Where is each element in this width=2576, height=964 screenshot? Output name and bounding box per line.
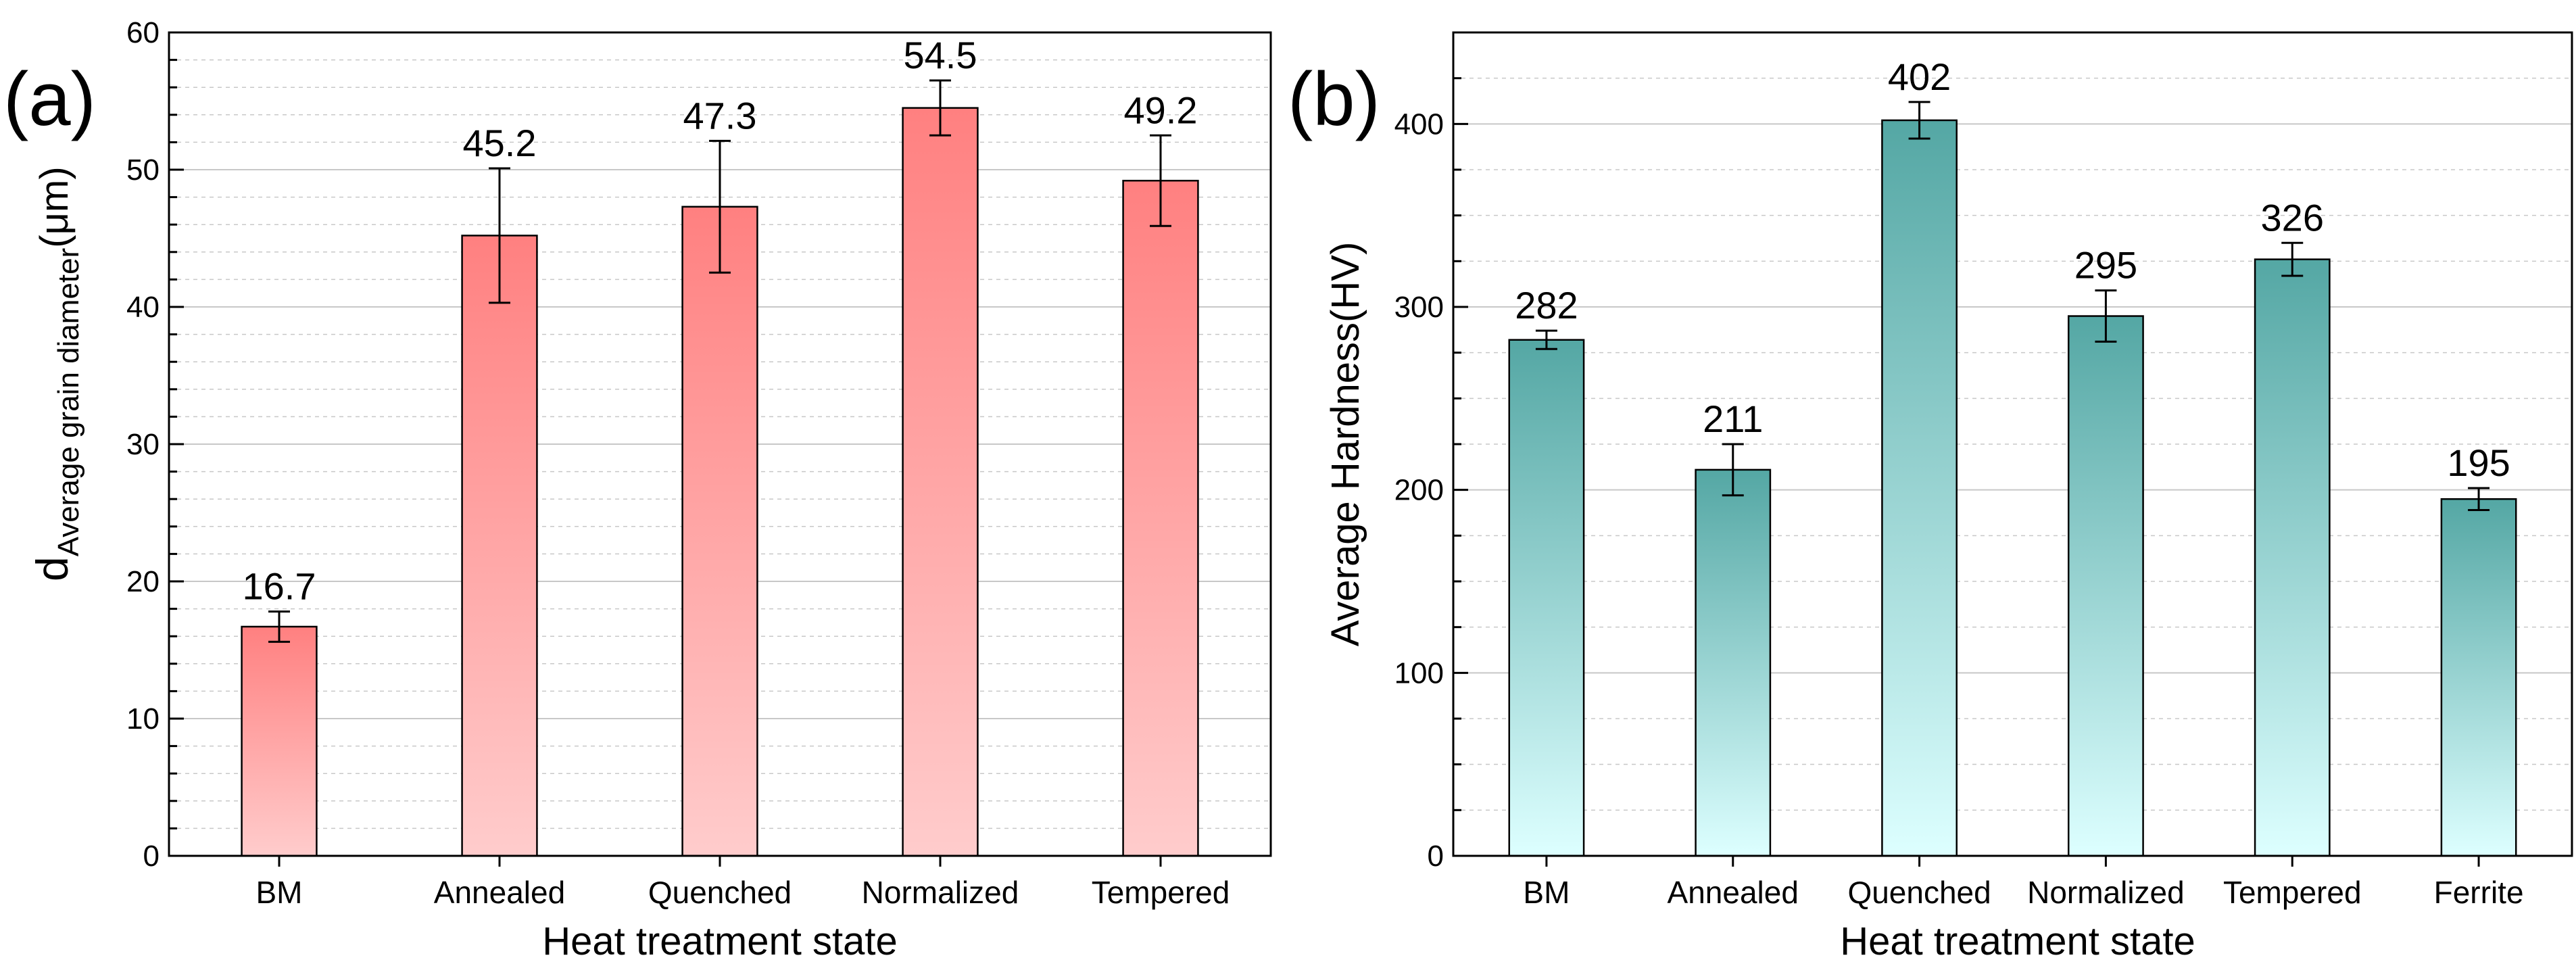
- x-tick-label: BM: [256, 875, 303, 910]
- x-tick-label: Annealed: [1668, 875, 1799, 910]
- x-tick-label: Normalized: [2027, 875, 2185, 910]
- bar-annealed: [461, 235, 538, 857]
- value-label: 45.2: [463, 122, 537, 164]
- y-tick-label: 0: [143, 840, 160, 873]
- grain-diameter-chart: 16.7 45.2 47.3 54.5 49.2 0 10 20 30 40 50 60 BM Ann…: [3, 16, 1272, 963]
- value-label: 16.7: [243, 565, 316, 608]
- value-label: 326: [2261, 196, 2324, 239]
- panel-label-b: (b): [1288, 57, 1380, 141]
- x-tick-label: Quenched: [1847, 875, 1991, 910]
- x-tick-label: Quenched: [648, 875, 792, 910]
- value-label: 295: [2074, 244, 2137, 287]
- y-tick-label: 300: [1394, 291, 1444, 324]
- bar-ferrite: [2440, 498, 2517, 857]
- x-tick-label: Tempered: [2223, 875, 2362, 910]
- y-tick-label: 0: [1428, 840, 1444, 873]
- x-tick-label: Normalized: [862, 875, 1019, 910]
- y-axis-label-b: Average Hardness(HV): [1323, 242, 1367, 647]
- bar-quenched: [681, 206, 758, 857]
- y-tick-label: 20: [126, 565, 160, 598]
- y-tick-label: 50: [126, 153, 160, 187]
- value-label: 195: [2447, 441, 2510, 484]
- bar-bm: [1508, 339, 1585, 857]
- bar-quenched: [1881, 119, 1958, 857]
- y-tick-label: 40: [126, 291, 160, 324]
- x-axis-label-b: Heat treatment state: [1840, 919, 2195, 963]
- y-tick-label: 100: [1394, 656, 1444, 690]
- value-label: 211: [1703, 397, 1763, 440]
- x-tick-label: BM: [1523, 875, 1570, 910]
- y-axis-label-a: dAverage grain diameter(μm): [27, 166, 85, 581]
- bar-bm: [241, 625, 318, 857]
- value-label: 54.5: [904, 34, 977, 76]
- bar-annealed: [1695, 468, 1772, 857]
- value-label: 402: [1888, 55, 1951, 98]
- y-tick-label: 400: [1394, 107, 1444, 141]
- y-tick-label: 60: [126, 16, 160, 49]
- y-tick-label: 30: [126, 428, 160, 461]
- value-label: 282: [1515, 284, 1578, 327]
- x-tick-label: Ferrite: [2434, 875, 2524, 910]
- bar-normalized: [2068, 315, 2144, 857]
- x-axis-label-a: Heat treatment state: [542, 919, 897, 963]
- y-tick-label: 200: [1394, 474, 1444, 507]
- hardness-chart: 282 211 402 295 326 195 0 100 200 300 400 BM Annea…: [1288, 31, 2573, 963]
- bar-tempered: [2254, 258, 2331, 857]
- x-tick-label: Annealed: [434, 875, 565, 910]
- y-tick-label: 10: [126, 702, 160, 736]
- bar-tempered: [1122, 179, 1199, 857]
- y-axis-label-a-sub: Average grain diameter: [52, 248, 85, 557]
- y-axis-label-a-unit: (μm): [32, 166, 76, 247]
- y-axis-label-a-main: d: [27, 556, 77, 581]
- x-tick-label: Tempered: [1092, 875, 1230, 910]
- panel-label-a: (a): [3, 57, 96, 141]
- value-label: 49.2: [1124, 89, 1198, 131]
- value-label: 47.3: [683, 94, 757, 137]
- bar-normalized: [902, 107, 979, 857]
